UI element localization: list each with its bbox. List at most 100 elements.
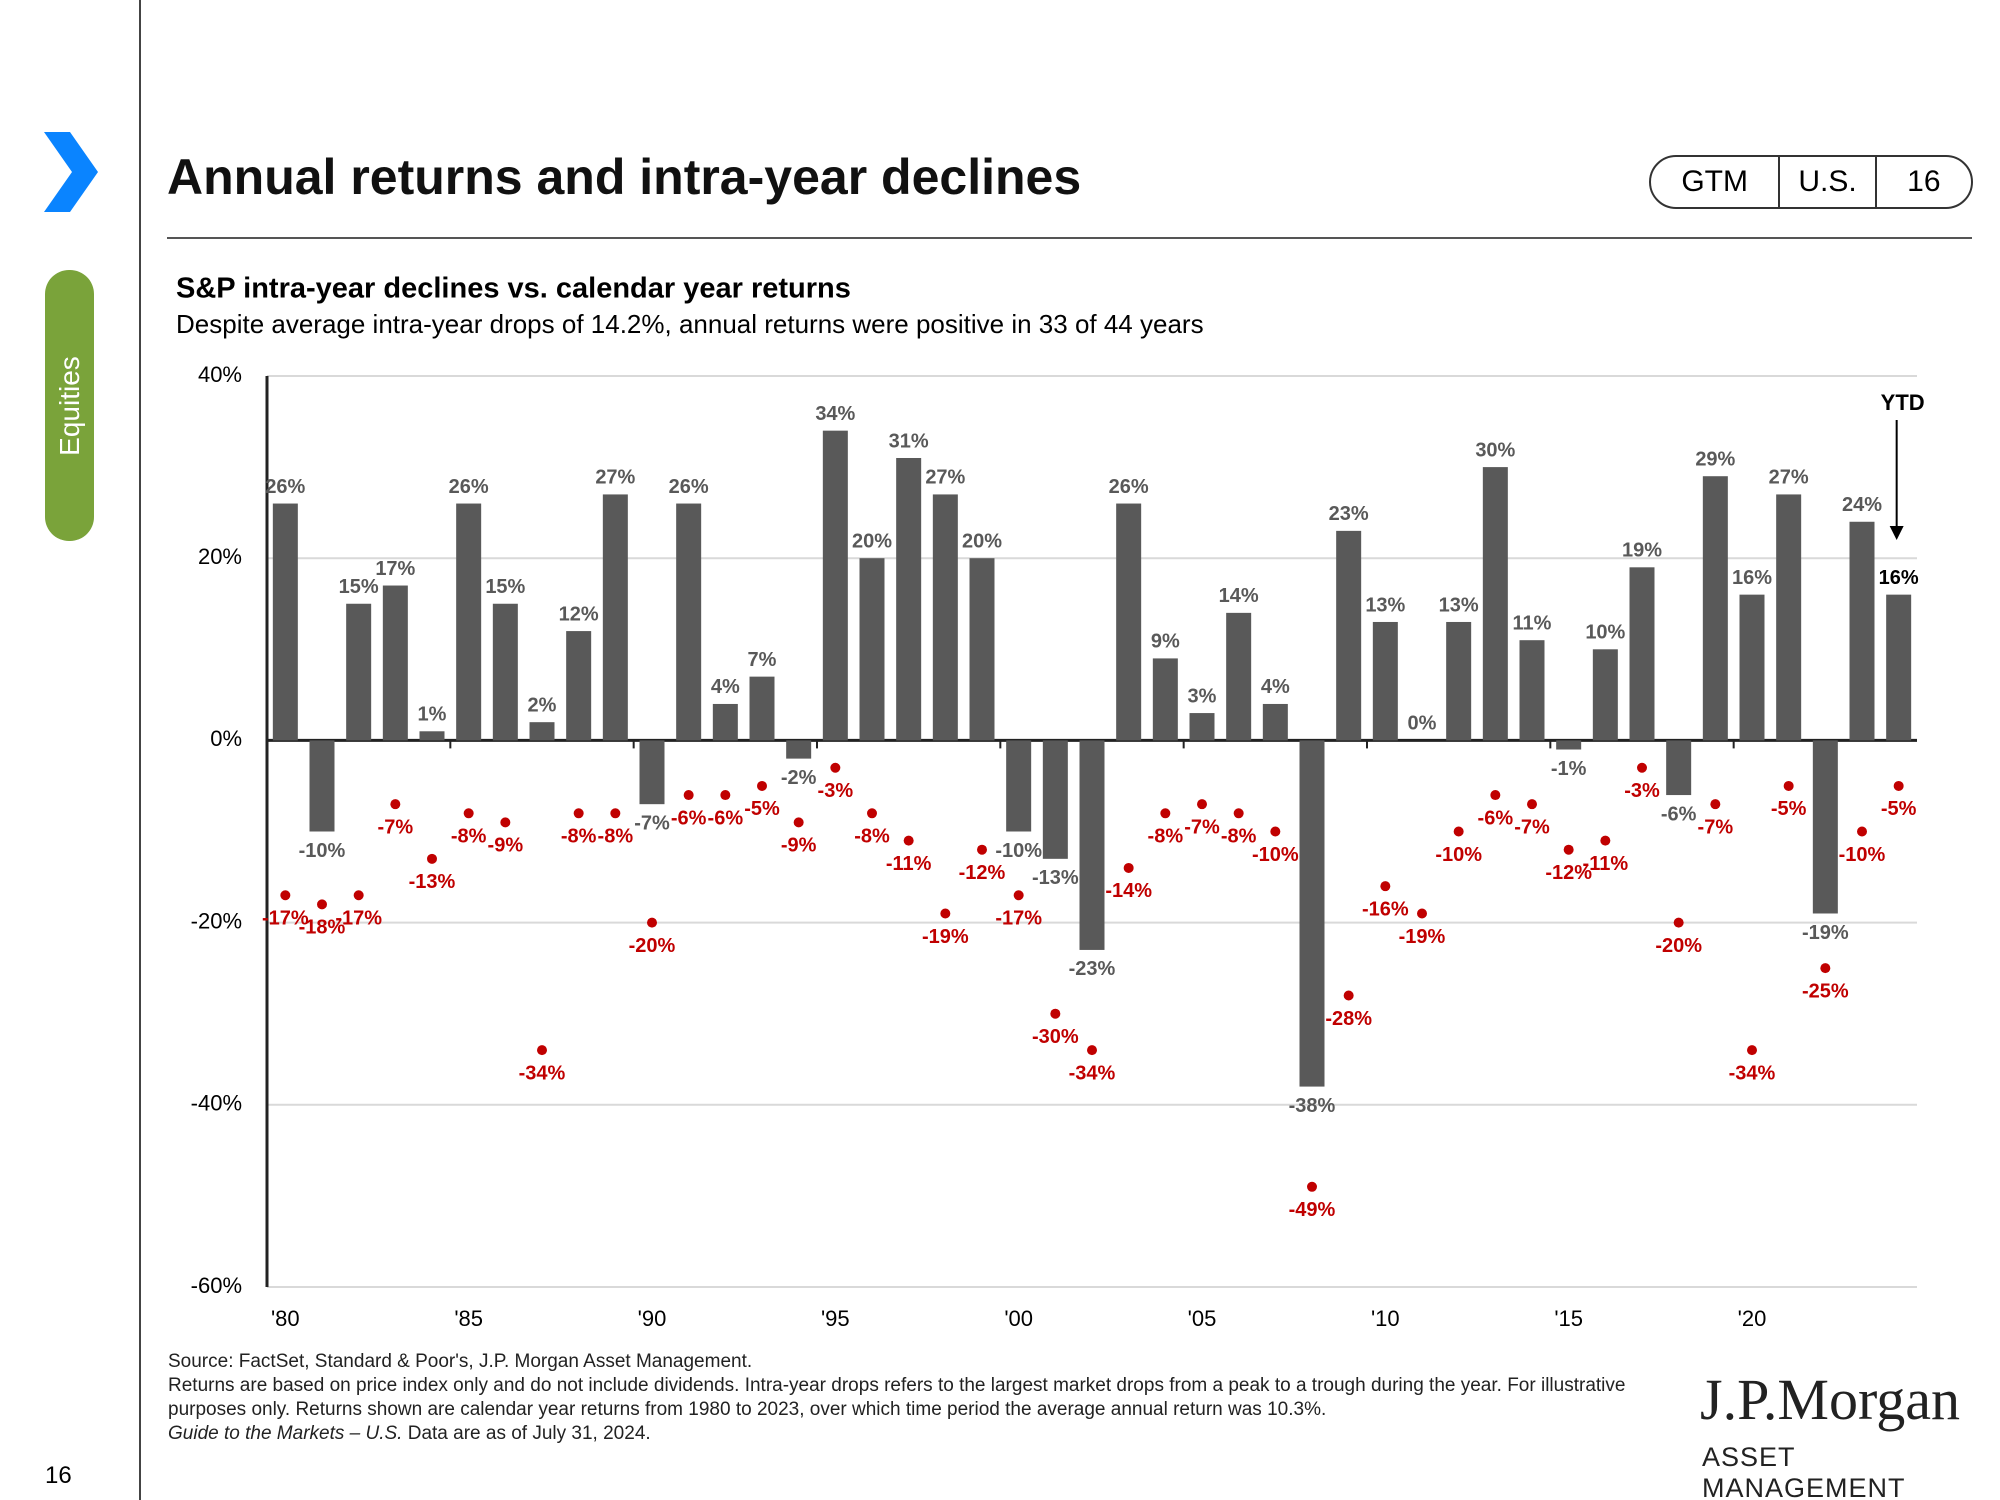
- tag: U.S.: [1780, 157, 1877, 207]
- annotation-arrowhead: [1889, 526, 1904, 540]
- y-tick-label: 40%: [198, 362, 242, 387]
- decline-dot: [1563, 844, 1574, 855]
- bar-label: 26%: [265, 476, 305, 498]
- bar-label: 4%: [1261, 676, 1290, 698]
- bar: [676, 503, 702, 741]
- bar-label: 19%: [1622, 540, 1662, 562]
- bar: [1262, 703, 1288, 741]
- decline-dot: [793, 817, 804, 828]
- bar: [1336, 530, 1362, 741]
- bar: [309, 740, 335, 832]
- bar: [456, 503, 482, 741]
- decline-label: -19%: [1399, 926, 1446, 948]
- y-tick-label: -20%: [191, 908, 242, 933]
- decline-label: -13%: [409, 871, 456, 893]
- bar-label: 13%: [1365, 594, 1405, 616]
- tag-box: GTM U.S. 16: [1649, 155, 1973, 209]
- decline-label: -10%: [1839, 844, 1886, 866]
- section-tab[interactable]: Equities: [45, 270, 94, 541]
- bar: [419, 731, 445, 741]
- y-tick-label: -60%: [191, 1273, 242, 1298]
- bar-label: 16%: [1879, 567, 1919, 589]
- bar: [1739, 594, 1765, 741]
- decline-dot: [1453, 826, 1464, 837]
- decline-dot: [1600, 835, 1611, 846]
- x-tick-label: '15: [1554, 1306, 1583, 1331]
- decline-label: -12%: [1545, 862, 1592, 884]
- decline-label: -14%: [1105, 880, 1152, 902]
- bar: [1482, 467, 1508, 741]
- bar: [1116, 503, 1142, 741]
- decline-dot: [1197, 799, 1207, 810]
- decline-label: -3%: [1624, 780, 1660, 802]
- decline-label: -17%: [335, 908, 382, 930]
- decline-label: -8%: [451, 826, 487, 848]
- bar: [1592, 649, 1618, 741]
- bar-label: 27%: [595, 467, 635, 489]
- decline-dot: [1270, 826, 1281, 837]
- decline-label: -25%: [1802, 980, 1849, 1002]
- decline-label: -17%: [995, 908, 1042, 930]
- decline-label: -17%: [262, 908, 309, 930]
- decline-label: -9%: [488, 835, 524, 857]
- bar: [786, 740, 812, 759]
- decline-dot: [1123, 862, 1134, 873]
- footnotes: Source: FactSet, Standard & Poor's, J.P.…: [168, 1350, 1638, 1446]
- logo-sub: ASSET MANAGEMENT: [1702, 1442, 1906, 1500]
- annotation: YTD: [1881, 390, 1925, 415]
- bar-label: 15%: [339, 576, 379, 598]
- chart-subtitle: Despite average intra-year drops of 14.2…: [176, 309, 1204, 339]
- decline-label: -8%: [598, 826, 634, 848]
- bar-label: 15%: [485, 576, 525, 598]
- decline-label: -30%: [1032, 1026, 1079, 1048]
- footnote-date: Data are as of July 31, 2024.: [407, 1423, 651, 1444]
- decline-dot: [1050, 1008, 1061, 1019]
- decline-label: -6%: [671, 807, 707, 829]
- bar-label: -1%: [1551, 758, 1587, 780]
- x-tick-label: '90: [638, 1306, 667, 1331]
- bar-label: 13%: [1439, 594, 1479, 616]
- bar: [1189, 713, 1215, 741]
- decline-dot: [1710, 799, 1721, 810]
- decline-label: -5%: [744, 798, 780, 820]
- decline-label: -19%: [922, 926, 969, 948]
- bar-label: 26%: [1109, 476, 1149, 498]
- bar-label: 11%: [1513, 612, 1552, 634]
- bar-label: 27%: [1769, 467, 1809, 489]
- decline-label: -9%: [781, 835, 817, 857]
- decline-dot: [1307, 1181, 1317, 1192]
- bar-label: -10%: [995, 840, 1042, 862]
- bar: [529, 722, 555, 741]
- decline-dot: [1233, 808, 1244, 819]
- bar: [1629, 567, 1655, 741]
- chart-title: S&P intra-year declines vs. calendar yea…: [176, 273, 851, 305]
- bar-label: 2%: [528, 694, 557, 716]
- decline-dot: [1783, 780, 1794, 791]
- decline-dot: [940, 908, 951, 919]
- decline-label: -11%: [1583, 853, 1629, 875]
- bar-label: 14%: [1219, 585, 1259, 607]
- footnote: Guide to the Markets – U.S. Data are as …: [168, 1422, 1638, 1446]
- decline-label: -5%: [1881, 798, 1917, 820]
- decline-label: -34%: [1069, 1062, 1116, 1084]
- bar-label: 20%: [962, 530, 1002, 552]
- footnote: Source: FactSet, Standard & Poor's, J.P.…: [168, 1351, 753, 1372]
- decline-dot: [390, 799, 401, 810]
- bar: [859, 558, 885, 741]
- decline-dot: [1820, 963, 1831, 974]
- bar: [1152, 658, 1178, 741]
- decline-dot: [573, 808, 584, 819]
- tag: 16: [1907, 165, 1941, 198]
- decline-label: -8%: [1148, 826, 1184, 848]
- decline-label: -10%: [1252, 844, 1299, 866]
- decline-dot: [1893, 780, 1904, 791]
- decline-dot: [463, 808, 474, 819]
- bar-label: 10%: [1585, 622, 1625, 644]
- bar-label: 1%: [418, 704, 447, 726]
- bar: [896, 457, 922, 741]
- bar: [492, 603, 518, 741]
- bar-label: -2%: [781, 767, 817, 789]
- decline-dot: [1087, 1045, 1097, 1056]
- bar: [346, 603, 372, 741]
